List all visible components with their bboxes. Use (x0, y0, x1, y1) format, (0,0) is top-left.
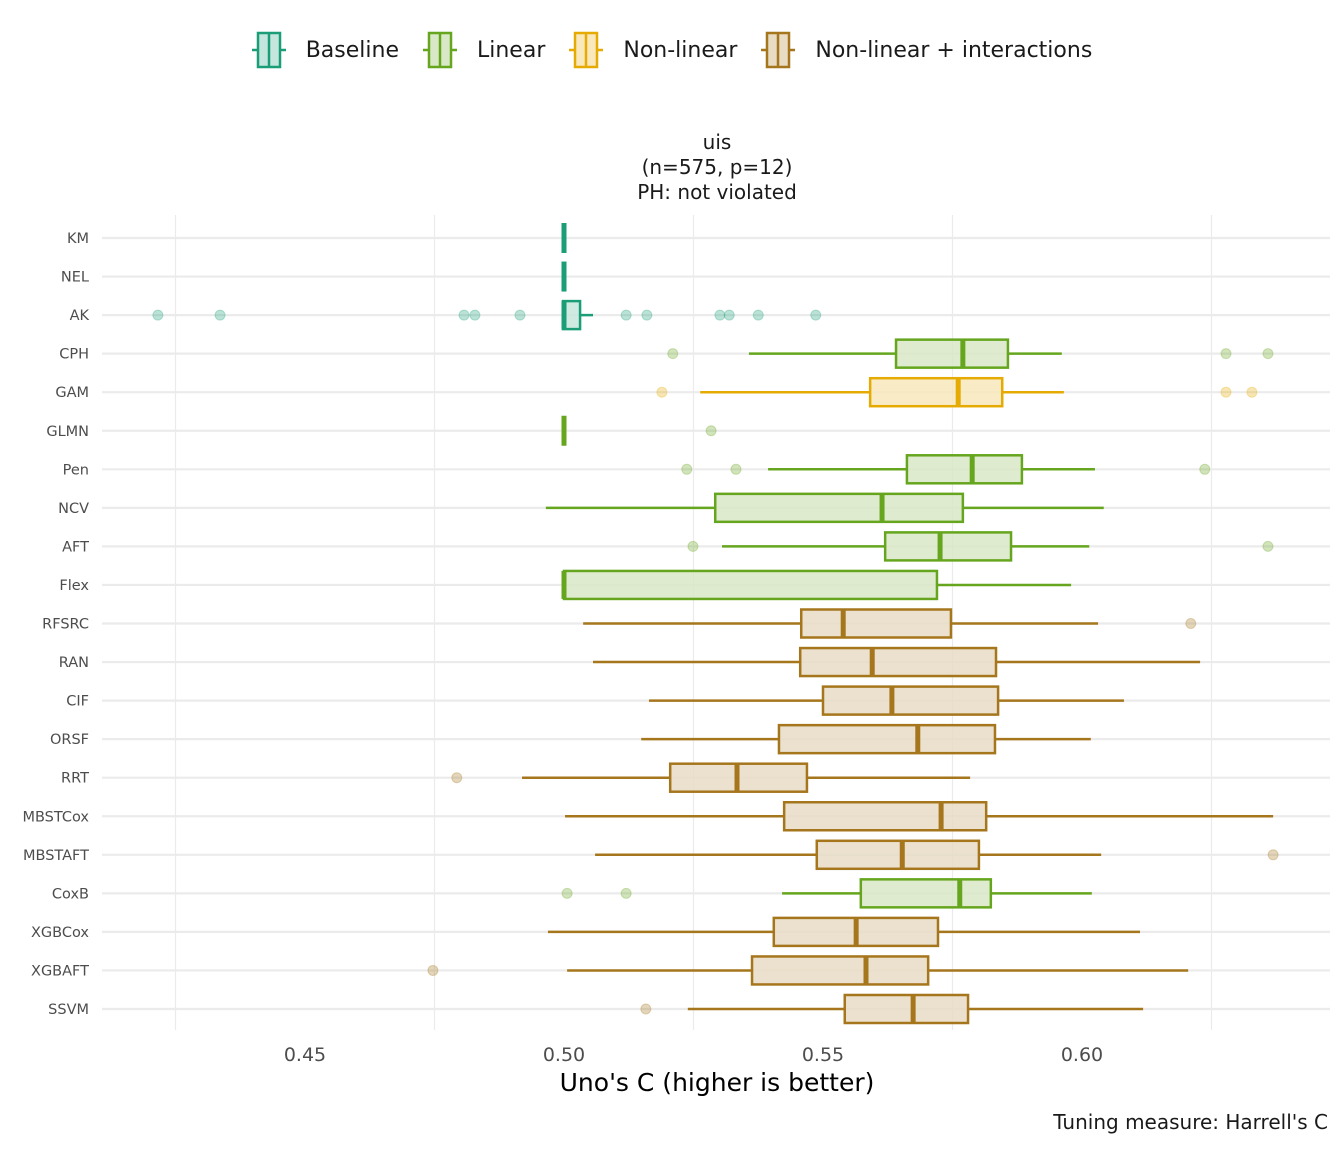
x-tick-label: 0.50 (543, 1044, 585, 1066)
outlier-point (641, 309, 653, 321)
y-tick-label: NCV (58, 501, 89, 517)
y-tick-label: Flex (59, 578, 89, 594)
legend-label-baseline: Baseline (305, 37, 399, 63)
outlier-point (714, 309, 726, 321)
outlier-point (427, 964, 439, 976)
y-tick-label: GLMN (46, 424, 89, 440)
outlier-point (752, 309, 764, 321)
y-tick-label: MBSTAFT (23, 848, 89, 864)
outlier-point (723, 309, 735, 321)
outlier-point (561, 887, 573, 899)
y-tick-label: MBSTCox (22, 809, 89, 825)
y-tick-label: NEL (61, 270, 89, 286)
y-tick-label: AFT (62, 539, 89, 555)
y-tick-label: XGBAFT (31, 963, 89, 979)
outlier-point (458, 309, 470, 321)
box-iqr (883, 531, 1013, 562)
box-iqr (714, 492, 965, 524)
outlier-point (681, 463, 693, 475)
caption: Tuning measure: Harrell's C (1053, 1110, 1328, 1134)
legend-key-linear-icon (422, 31, 457, 69)
box-iqr (821, 685, 1000, 716)
box-iqr (777, 723, 997, 755)
outlier-point (152, 309, 164, 321)
y-tick-label: XGBCox (31, 925, 89, 941)
outlier-point (469, 309, 481, 321)
outlier-point (640, 1003, 652, 1015)
y-tick-label: RAN (59, 655, 89, 671)
outlier-point (667, 348, 679, 360)
outlier-point (656, 386, 668, 398)
y-tick-label: GAM (55, 385, 89, 401)
x-tick-label: 0.55 (802, 1044, 844, 1066)
legend-item-baseline: Baseline (251, 30, 399, 70)
outlier-point (514, 309, 526, 321)
outlier-point (620, 309, 632, 321)
outlier-point (687, 540, 699, 552)
box-iqr (562, 569, 939, 601)
outlier-point (214, 309, 226, 321)
outlier-point (620, 887, 632, 899)
outlier-point (1220, 348, 1232, 360)
outlier-point (730, 463, 742, 475)
y-tick-label: CoxB (52, 886, 89, 902)
outlier-point (1262, 348, 1274, 360)
y-tick-label: AK (70, 308, 90, 324)
box-iqr (750, 955, 930, 986)
outlier-point (705, 425, 717, 437)
title-line-2: (n=575, p=12) (641, 155, 793, 179)
x-tick-label: 0.45 (284, 1044, 326, 1066)
outlier-point (1262, 540, 1274, 552)
box-iqr (868, 376, 1004, 408)
y-tick-label: Pen (63, 462, 89, 478)
x-axis-label: Uno's C (higher is better) (559, 1068, 875, 1097)
title-line-1: uis (702, 130, 732, 154)
legend-label-non-linear: Non-linear (623, 37, 738, 63)
legend-item-non-linear-interactions: Non-linear + interactions (761, 30, 1092, 70)
outlier-point (1267, 849, 1279, 861)
outlier-point (1220, 386, 1232, 398)
legend-key-baseline-icon (251, 31, 286, 69)
legend: Baseline Linear Non-linear Non-linear + … (0, 30, 1344, 70)
y-tick-label: ORSF (50, 732, 89, 748)
y-tick-label: CPH (59, 347, 89, 363)
legend-key-non-linear-icon (569, 31, 604, 69)
outlier-point (810, 309, 822, 321)
box-iqr (798, 646, 998, 678)
y-tick-label: KM (67, 231, 89, 247)
y-tick-label: RRT (61, 771, 89, 787)
legend-item-linear: Linear (422, 30, 546, 70)
y-tick-label: SSVM (48, 1002, 89, 1018)
box-iqr (815, 839, 981, 871)
title-line-3: PH: not violated (637, 180, 797, 204)
box-iqr (799, 608, 953, 639)
box-iqr (894, 338, 1010, 369)
y-tick-label: CIF (66, 694, 89, 710)
outlier-point (451, 772, 463, 784)
y-tick-label: RFSRC (42, 617, 89, 633)
box-iqr (859, 878, 993, 909)
x-tick-label: 0.60 (1061, 1044, 1103, 1066)
legend-item-non-linear: Non-linear (569, 30, 737, 70)
outlier-point (1246, 386, 1258, 398)
outlier-point (1199, 463, 1211, 475)
legend-key-non-linear-interactions-icon (761, 31, 796, 69)
legend-label-non-linear-interactions: Non-linear + interactions (815, 37, 1093, 63)
outlier-point (1185, 618, 1197, 629)
box-iqr (905, 454, 1024, 485)
box-iqr (782, 801, 988, 832)
chart-title: uis (n=575, p=12) PH: not violated (45, 130, 1344, 205)
legend-label-linear: Linear (476, 37, 546, 63)
box-iqr (843, 993, 970, 1025)
